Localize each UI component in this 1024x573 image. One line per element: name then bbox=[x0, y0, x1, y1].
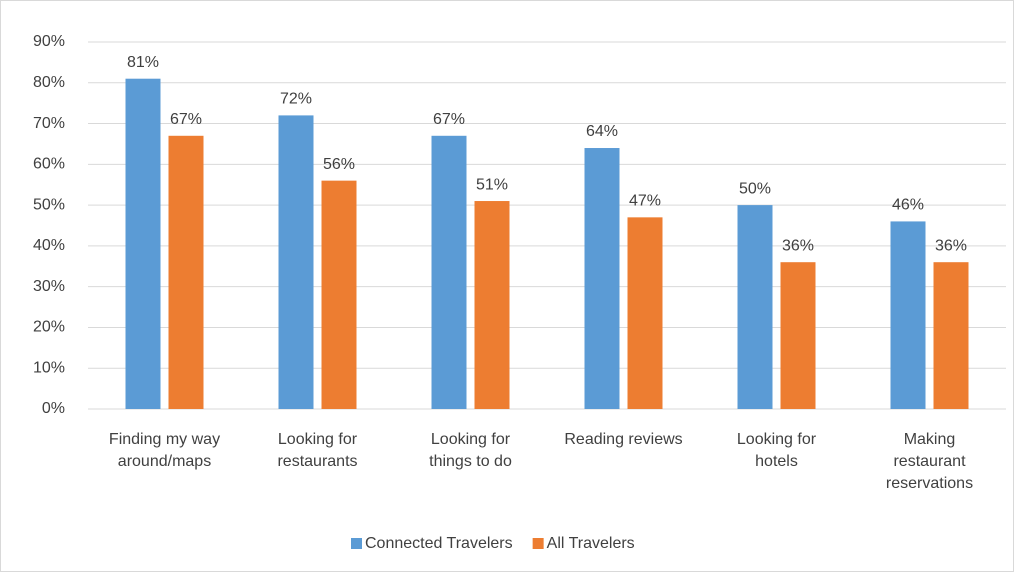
y-tick-label: 60% bbox=[33, 156, 65, 173]
legend-label: All Travelers bbox=[547, 535, 635, 552]
x-tick-label: Making restaurant reservations bbox=[886, 431, 973, 492]
y-tick-label: 10% bbox=[33, 359, 65, 376]
bar bbox=[933, 262, 969, 409]
y-tick-label: 90% bbox=[33, 33, 65, 50]
x-tick-label: Reading reviews bbox=[564, 431, 682, 448]
data-label: 36% bbox=[935, 237, 967, 254]
legend-swatch bbox=[351, 538, 362, 549]
bar bbox=[431, 135, 467, 410]
y-tick-label: 40% bbox=[33, 237, 65, 254]
y-tick-label: 0% bbox=[42, 400, 65, 417]
data-label: 47% bbox=[629, 193, 661, 210]
x-tick-label: Looking for restaurants bbox=[277, 431, 357, 470]
data-label: 56% bbox=[323, 156, 355, 173]
x-tick-label: Looking for hotels bbox=[737, 431, 817, 470]
y-tick-label: 70% bbox=[33, 115, 65, 132]
bar bbox=[321, 180, 357, 409]
bar bbox=[168, 135, 204, 410]
data-label: 81% bbox=[127, 54, 159, 71]
bar bbox=[890, 221, 926, 409]
y-tick-label: 30% bbox=[33, 278, 65, 295]
bar bbox=[278, 115, 314, 410]
y-tick-label: 20% bbox=[33, 319, 65, 336]
x-tick-label: Looking for things to do bbox=[429, 431, 512, 470]
x-tick-label: Finding my way around/maps bbox=[109, 431, 220, 470]
data-label: 36% bbox=[782, 237, 814, 254]
bar bbox=[125, 78, 161, 409]
y-tick-label: 50% bbox=[33, 196, 65, 213]
legend-swatch bbox=[532, 538, 544, 549]
data-label: 50% bbox=[739, 180, 771, 197]
data-label: 64% bbox=[586, 123, 618, 140]
legend-label: Connected Travelers bbox=[365, 535, 513, 552]
bar bbox=[737, 205, 773, 409]
data-label: 67% bbox=[433, 111, 465, 128]
bar bbox=[584, 148, 620, 409]
data-label: 46% bbox=[892, 197, 924, 214]
data-label: 51% bbox=[476, 176, 508, 193]
y-tick-label: 80% bbox=[33, 74, 65, 91]
bar bbox=[474, 201, 510, 409]
bar bbox=[780, 262, 816, 409]
data-label: 72% bbox=[280, 91, 312, 108]
bar bbox=[627, 217, 663, 409]
data-label: 67% bbox=[170, 111, 202, 128]
